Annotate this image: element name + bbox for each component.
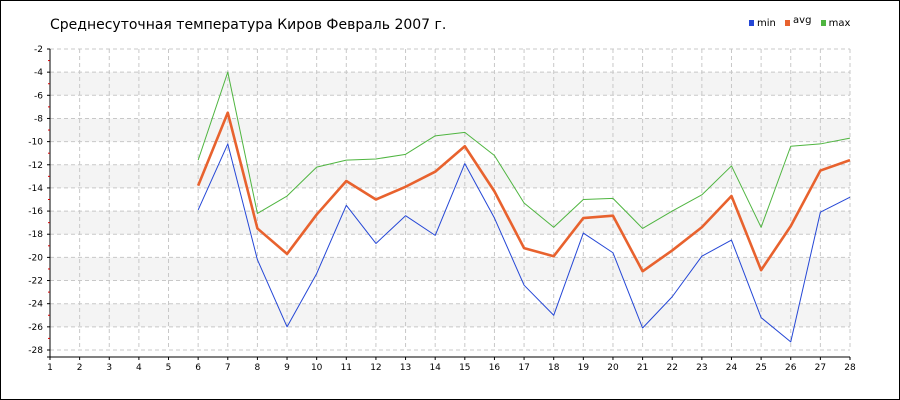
x-tick-label: 28 xyxy=(844,363,856,373)
y-tick-label: -16 xyxy=(28,207,43,217)
x-tick-label: 11 xyxy=(341,363,352,373)
x-tick-label: 22 xyxy=(666,363,677,373)
y-tick-label: -18 xyxy=(28,230,43,240)
x-tick-label: 8 xyxy=(255,363,261,373)
x-tick-label: 6 xyxy=(195,363,201,373)
legend-label-min: min xyxy=(757,18,776,29)
x-tick-label: 3 xyxy=(106,363,112,373)
grid-band xyxy=(50,257,850,281)
y-tick-label: -22 xyxy=(28,277,43,287)
series-line-max xyxy=(197,71,851,229)
chart-title: Среднесуточная температура Киров Февраль… xyxy=(50,17,447,33)
x-tick-label: 1 xyxy=(47,363,53,373)
y-tick-label: -4 xyxy=(34,68,43,78)
x-tick-label: 5 xyxy=(166,363,172,373)
y-tick-label: -26 xyxy=(28,323,43,333)
y-tick-label: -28 xyxy=(28,346,43,356)
y-tick-label: -6 xyxy=(34,91,43,101)
x-tick-label: 19 xyxy=(578,363,590,373)
y-tick-label: -12 xyxy=(28,161,43,171)
y-tick-label: -24 xyxy=(28,300,43,310)
grid-band xyxy=(50,303,850,327)
legend-swatch-min xyxy=(749,20,754,26)
x-tick-label: 20 xyxy=(607,363,619,373)
y-tick-label: -2 xyxy=(34,45,43,55)
legend-label-avg: avg xyxy=(793,15,812,26)
legend-swatch-max xyxy=(820,20,826,26)
legend-swatch-avg xyxy=(785,20,791,26)
x-tick-label: 23 xyxy=(696,363,707,373)
x-tick-label: 25 xyxy=(755,363,766,373)
series-line-min xyxy=(197,143,851,343)
x-tick-label: 24 xyxy=(726,363,738,373)
x-tick-label: 4 xyxy=(136,363,142,373)
x-tick-label: 16 xyxy=(489,363,501,373)
legend-label-max: max xyxy=(828,18,851,29)
series-line-avg xyxy=(196,111,851,273)
grid-band xyxy=(50,164,850,188)
y-tick-label: -14 xyxy=(28,184,43,194)
x-tick-label: 21 xyxy=(637,363,648,373)
x-tick-label: 9 xyxy=(284,363,290,373)
x-tick-label: 2 xyxy=(77,363,83,373)
grid-band xyxy=(50,211,850,235)
grid-band xyxy=(50,118,850,142)
y-tick-label: -20 xyxy=(28,253,43,263)
x-tick-label: 12 xyxy=(370,363,381,373)
x-tick-label: 18 xyxy=(548,363,560,373)
legend-item-avg: avg xyxy=(785,15,811,29)
x-tick-label: 7 xyxy=(225,363,231,373)
legend: min avg max xyxy=(749,15,856,29)
legend-item-max: max xyxy=(820,18,851,29)
grid-band xyxy=(50,72,850,96)
x-tick-label: 15 xyxy=(459,363,470,373)
x-tick-label: 27 xyxy=(815,363,826,373)
x-tick-label: 10 xyxy=(311,363,323,373)
x-tick-label: 13 xyxy=(400,363,411,373)
x-tick-label: 14 xyxy=(429,363,441,373)
y-tick-label: -8 xyxy=(34,114,43,124)
x-tick-label: 17 xyxy=(518,363,529,373)
x-tick-label: 26 xyxy=(785,363,797,373)
legend-item-min: min xyxy=(749,18,776,29)
y-tick-label: -10 xyxy=(28,138,43,148)
